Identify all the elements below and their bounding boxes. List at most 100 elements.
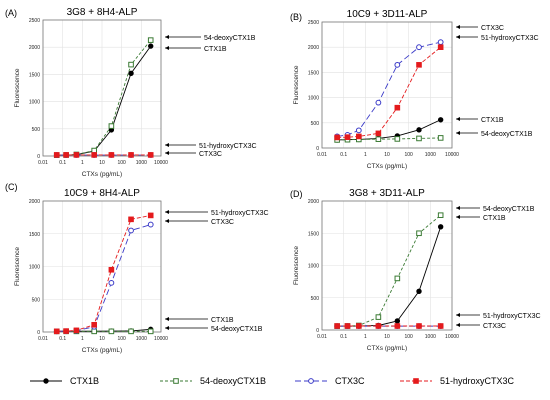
y-tick-label: 1500 <box>308 231 319 237</box>
data-point <box>108 279 115 286</box>
data-point <box>416 230 422 237</box>
annotation-label: 51-hydroxyCTX3C <box>483 313 541 320</box>
x-tick-label: 1 <box>364 152 367 158</box>
x-tick-label: 1000 <box>425 152 436 158</box>
arrow-head <box>456 323 460 327</box>
y-tick-label: 500 <box>311 121 320 127</box>
panel-label: (D) <box>290 189 303 199</box>
chart-panel-3: (C) 10C9 + 8H4-ALP 0.01 0.1 1 10 100 1000 10000 0… <box>5 182 269 354</box>
y-tick-label: 1500 <box>308 70 319 76</box>
annotation-label: 54-deoxyCTX1B <box>483 206 535 213</box>
series-line <box>337 214 441 327</box>
annotation-label: CTX1B <box>481 117 504 124</box>
data-point <box>416 62 422 68</box>
data-point <box>53 152 60 158</box>
arrow-head <box>165 35 169 39</box>
data-point <box>437 39 444 46</box>
y-tick-label: 2500 <box>308 20 319 26</box>
series-line <box>56 224 151 332</box>
x-tick-label: 0.01 <box>317 334 327 340</box>
data-point <box>147 37 154 43</box>
y-tick-label: 0 <box>37 330 40 336</box>
annotation-label: CTX1B <box>211 317 234 324</box>
y-tick-label: 2000 <box>29 45 40 51</box>
data-point <box>128 70 134 77</box>
data-point <box>91 152 97 158</box>
arrow-head <box>165 326 169 330</box>
arrow-head <box>165 210 169 214</box>
data-point <box>108 266 115 273</box>
arrow-head <box>456 131 460 135</box>
chart-title: 3G8 + 3D11-ALP <box>349 188 425 199</box>
legend-marker <box>173 378 179 384</box>
annotation-label: CTX1B <box>204 46 227 53</box>
annotation-label: 51-hydroxyCTX3C <box>211 210 269 217</box>
chart-panel-1: (A) 3G8 + 8H4-ALP 0.01 0.1 1 10 100 1000 10000 0 5… <box>5 7 257 178</box>
y-tick-label: 1000 <box>308 96 319 102</box>
series-line <box>56 214 151 332</box>
annotation-label: CTX3C <box>199 151 222 158</box>
panel-label: (B) <box>290 12 302 22</box>
y-tick-label: 2000 <box>308 199 319 205</box>
y-tick-label: 500 <box>32 127 41 133</box>
x-axis-label: CTXs (pg/mL) <box>82 347 122 354</box>
annotation-label: 51-hydroxyCTX3C <box>481 35 539 42</box>
y-axis-label: Fluorescence <box>14 68 21 107</box>
y-tick-label: 500 <box>32 297 41 303</box>
data-point <box>63 328 69 334</box>
series-line <box>56 45 152 156</box>
series-line <box>337 137 441 141</box>
data-point <box>344 134 351 140</box>
y-tick-label: 2500 <box>29 18 40 24</box>
x-tick-label: 10 <box>99 336 105 342</box>
arrow-head <box>456 25 460 29</box>
data-point <box>91 321 97 328</box>
data-point <box>63 152 69 158</box>
x-tick-label: 10 <box>384 334 390 340</box>
y-tick-label: 1000 <box>308 264 319 270</box>
data-point <box>394 318 401 324</box>
data-point <box>334 323 340 329</box>
data-point <box>416 44 422 51</box>
series-line <box>337 226 442 327</box>
y-tick-label: 2000 <box>308 45 319 51</box>
x-tick-label: 10000 <box>154 160 168 166</box>
data-point <box>394 275 401 282</box>
x-tick-label: 100 <box>117 336 126 342</box>
data-point <box>416 323 422 329</box>
x-tick-label: 1 <box>364 334 367 340</box>
legend-marker <box>43 378 49 384</box>
data-point <box>437 212 444 218</box>
data-point <box>73 327 80 334</box>
annotation-label: CTX1B <box>483 215 506 222</box>
data-point <box>416 127 422 133</box>
data-point <box>147 328 154 335</box>
data-point <box>437 224 444 230</box>
x-axis-label: CTXs (pg/mL) <box>367 163 407 170</box>
x-tick-label: 10000 <box>154 336 168 342</box>
arrow-head <box>456 206 460 210</box>
annotation-label: 54-deoxyCTX1B <box>481 131 533 138</box>
annotation-label: 54-deoxyCTX1B <box>204 35 256 42</box>
arrow-head <box>165 46 169 50</box>
y-axis-label: Fluorescence <box>293 246 300 285</box>
data-point <box>416 135 422 142</box>
data-point <box>437 135 444 141</box>
data-point <box>394 136 401 142</box>
x-tick-label: 100 <box>117 160 126 166</box>
data-point <box>356 133 362 140</box>
y-tick-label: 2000 <box>29 199 40 205</box>
plot-frame <box>321 200 453 331</box>
data-point <box>394 323 401 329</box>
data-point <box>356 323 362 329</box>
annotation-label: 54-deoxyCTX1B <box>211 326 263 333</box>
x-tick-label: 0.01 <box>317 152 327 158</box>
data-point <box>375 323 382 329</box>
data-point <box>128 216 134 223</box>
data-point <box>147 212 154 219</box>
x-axis-label: CTXs (pg/mL) <box>82 171 122 178</box>
chart-title: 3G8 + 8H4-ALP <box>67 7 138 18</box>
data-point <box>128 328 134 335</box>
data-point <box>375 136 382 142</box>
y-tick-label: 1000 <box>29 265 40 271</box>
